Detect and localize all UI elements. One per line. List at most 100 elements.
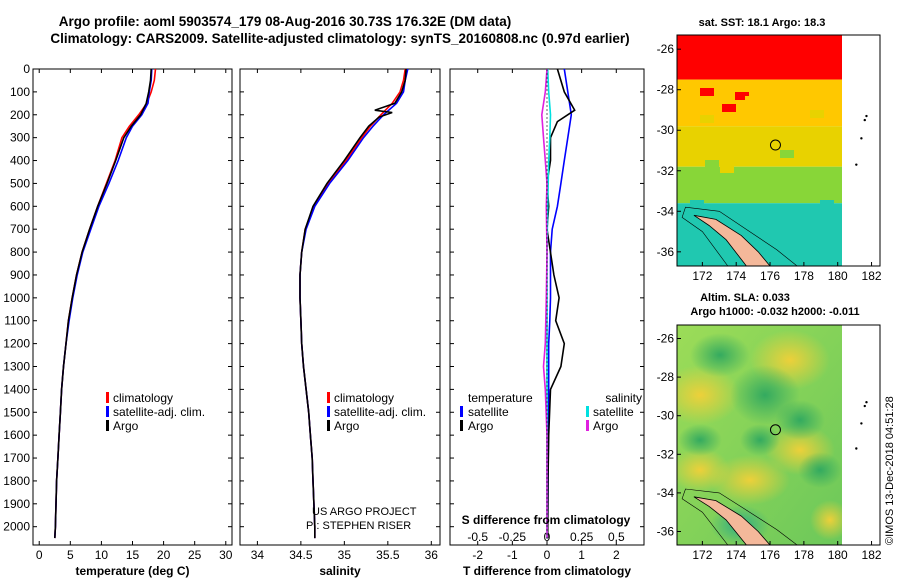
- y-tick-label: 1000: [3, 291, 30, 305]
- y-tick-label: 0: [23, 62, 30, 76]
- x-tick-label: 180: [828, 269, 848, 283]
- legend-swatch-s-satellite: [586, 406, 589, 417]
- figure-title-line1: Argo profile: aoml 5903574_179 08-Aug-20…: [59, 14, 511, 29]
- legend-label-climatology: climatology: [334, 391, 394, 405]
- s-tick-label: 0.25: [570, 530, 594, 544]
- sst-pixel: [740, 190, 754, 198]
- x-tick-label: 182: [862, 548, 882, 562]
- sst-pixel: [780, 150, 794, 158]
- sst-map-title: sat. SST: 18.1 Argo: 18.3: [699, 17, 826, 29]
- island-marker: [860, 422, 863, 425]
- sla-feature: [678, 424, 722, 456]
- sst-band: [677, 166, 842, 204]
- y-tick-label: 400: [10, 154, 30, 168]
- legend-swatch-argo: [327, 420, 330, 431]
- sst-pixel: [760, 208, 774, 216]
- y-tick-label: -26: [657, 42, 675, 56]
- credit-pi: PI: STEPHEN RISER: [306, 520, 411, 532]
- no-data-region: [842, 35, 880, 266]
- y-tick-label: 100: [10, 85, 30, 99]
- island-marker: [860, 137, 863, 140]
- map-field: [677, 35, 842, 266]
- map-frame: [676, 34, 881, 267]
- sst-pixel: [705, 160, 719, 168]
- sla-feature: [810, 500, 842, 540]
- legend-swatch-t-argo: [460, 420, 463, 431]
- y-tick-label: -28: [657, 370, 675, 384]
- sst-pixel: [735, 92, 749, 100]
- legend-label-satellite: satellite-adj. clim.: [334, 405, 426, 419]
- x-tick-label: 176: [760, 548, 780, 562]
- sst-band: [677, 35, 842, 80]
- y-tick-label: 1200: [3, 337, 30, 351]
- plot-frame: [239, 68, 441, 546]
- series-t-argo: [546, 68, 576, 539]
- sst-pixel: [800, 170, 814, 178]
- figure-title-line2: Climatology: CARS2009. Satellite-adjuste…: [50, 31, 629, 46]
- y-tick-label: 300: [10, 131, 30, 145]
- x-tick-label: 30: [219, 548, 233, 562]
- x-tick-label: 176: [760, 269, 780, 283]
- legend-swatch-climatology: [327, 392, 330, 403]
- x-tick-label: 10: [95, 548, 109, 562]
- y-tick-label: 1700: [3, 451, 30, 465]
- profile-location-marker: [769, 139, 781, 151]
- legend-heading-temperature: temperature: [468, 391, 533, 405]
- salinity-panel: 34 34.5 35 35.5 36 salinity: [239, 68, 441, 578]
- x-tick-label: 5: [67, 548, 74, 562]
- sla-map-subtitle: Argo h1000: -0.032 h2000: -0.011: [690, 306, 859, 318]
- s-tick-label: -0.25: [499, 530, 527, 544]
- legend-heading-salinity: salinity: [605, 391, 642, 405]
- x-axis-label: temperature (deg C): [75, 564, 189, 578]
- land-northland: [693, 496, 771, 545]
- salinity-legend: climatology satellite-adj. clim. Argo: [327, 391, 426, 433]
- x-tick-label: 182: [862, 269, 882, 283]
- s-tick-label: -0.5: [467, 530, 488, 544]
- profile-location-marker: [769, 424, 781, 436]
- x-tick-label: 180: [828, 548, 848, 562]
- x-tick-label: 1: [578, 548, 585, 562]
- y-tick-label: 1600: [3, 428, 30, 442]
- legend-label-s-argo: Argo: [593, 419, 619, 433]
- y-tick-label: 1500: [3, 405, 30, 419]
- difference-legend: temperature satellite Argo salinity sate…: [460, 391, 642, 433]
- y-tick-label: 500: [10, 176, 30, 190]
- series-argo: [299, 68, 407, 539]
- sst-pixel: [745, 96, 759, 104]
- imos-stamp: ©IMOS 13-Dec-2018 04:51:28: [884, 396, 896, 545]
- y-tick-label: -26: [657, 332, 675, 346]
- x-tick-label: 172: [692, 548, 712, 562]
- island-marker: [855, 447, 858, 450]
- land-northland: [693, 214, 771, 266]
- y-tick-label: 200: [10, 108, 30, 122]
- x-tick-label: 25: [188, 548, 202, 562]
- sst-pixel: [722, 104, 736, 112]
- x-tick-label: 178: [794, 269, 814, 283]
- no-data-region: [842, 325, 880, 545]
- legend-label-climatology: climatology: [113, 391, 173, 405]
- x-tick-label: -1: [507, 548, 518, 562]
- x-tick-label: 2: [613, 548, 620, 562]
- x-tick-label: 34.5: [289, 548, 313, 562]
- y-tick-label: -36: [657, 524, 675, 538]
- series-argo: [54, 68, 152, 539]
- difference-panel: -2 -1 0 1 2 T difference from climatology -0.5…: [449, 68, 645, 578]
- x-tick-label: 174: [726, 548, 746, 562]
- sla-map-title: Altim. SLA: 0.033: [700, 292, 790, 304]
- sla-feature: [740, 424, 780, 456]
- y-tick-label: -34: [657, 486, 675, 500]
- x-tick-label: 172: [692, 269, 712, 283]
- y-tick-label: 1300: [3, 360, 30, 374]
- y-tick-label: -34: [657, 204, 675, 218]
- y-tick-label: -36: [657, 245, 675, 259]
- sla-feature: [798, 452, 842, 488]
- island-marker: [865, 114, 868, 118]
- y-tick-label: 1900: [3, 497, 30, 511]
- y-tick-label: 600: [10, 199, 30, 213]
- y-tick-label: -30: [657, 409, 675, 423]
- x-tick-label: 35: [338, 548, 352, 562]
- y-tick-label: -30: [657, 123, 675, 137]
- x-tick-label: 174: [726, 269, 746, 283]
- legend-swatch-satellite: [106, 406, 109, 417]
- sst-pixel: [720, 165, 734, 173]
